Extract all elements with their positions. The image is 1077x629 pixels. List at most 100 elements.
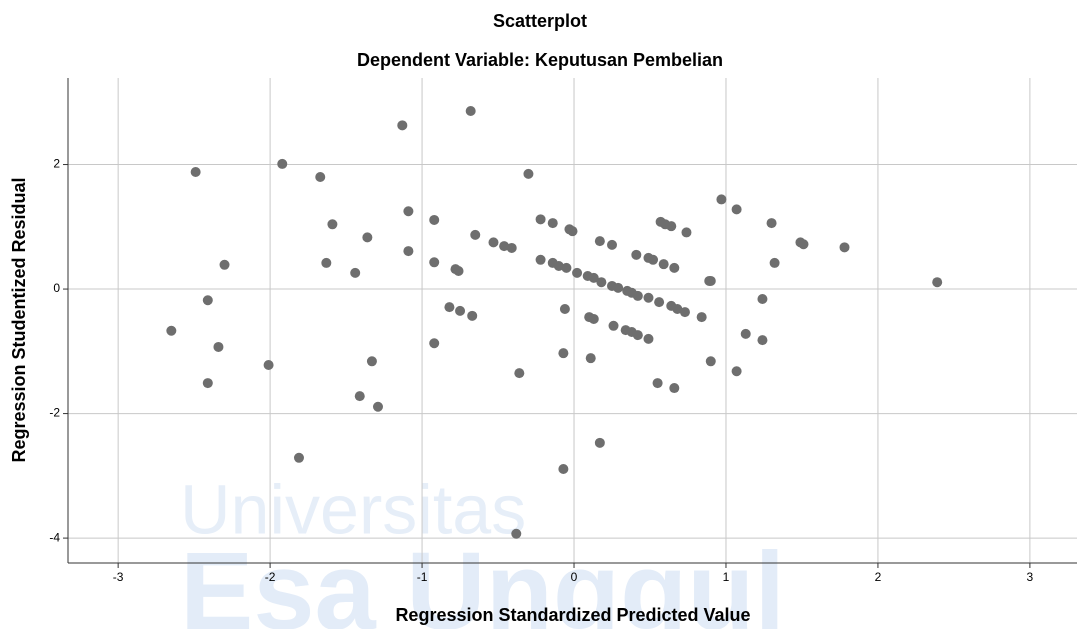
point: [654, 297, 665, 308]
watermark: Esa Unggul: [180, 530, 785, 629]
point: [643, 292, 654, 303]
y-tick-label: -2: [49, 406, 60, 420]
point: [631, 249, 642, 260]
point: [658, 259, 669, 270]
point: [731, 204, 742, 215]
point: [567, 226, 578, 237]
point: [553, 261, 564, 272]
point: [444, 302, 455, 313]
point: [798, 239, 809, 250]
point: [429, 214, 440, 225]
point: [740, 328, 751, 339]
point: [465, 105, 476, 116]
point: [669, 262, 680, 273]
point: [321, 257, 332, 268]
chart-subtitle: Dependent Variable: Keputusan Pembelian: [357, 50, 723, 70]
point: [652, 378, 663, 389]
point: [535, 254, 546, 265]
point: [731, 366, 742, 377]
y-axis-title: Regression Studentized Residual: [9, 177, 29, 462]
point: [705, 275, 716, 286]
point: [488, 237, 499, 248]
x-tick-label: -3: [113, 570, 124, 584]
point: [585, 353, 596, 364]
point: [547, 218, 558, 229]
y-tick-label: -4: [49, 530, 60, 544]
x-tick-label: 3: [1027, 570, 1034, 584]
point: [506, 242, 517, 253]
point: [366, 356, 377, 367]
point: [672, 303, 683, 314]
x-axis-title: Regression Standardized Predicted Value: [395, 605, 750, 625]
point: [705, 356, 716, 367]
x-tick-label: 0: [571, 570, 578, 584]
point: [632, 330, 643, 341]
point: [403, 206, 414, 217]
x-tick-label: 1: [723, 570, 730, 584]
point: [766, 218, 777, 229]
point: [429, 257, 440, 268]
point: [455, 305, 466, 316]
point: [608, 320, 619, 331]
x-tick-label: 2: [875, 570, 882, 584]
point: [613, 282, 624, 293]
point: [219, 259, 230, 270]
point: [429, 338, 440, 349]
point: [362, 232, 373, 243]
point: [559, 303, 570, 314]
point: [523, 168, 534, 179]
point: [669, 383, 680, 394]
point: [202, 295, 213, 306]
point: [632, 290, 643, 301]
point: [499, 241, 510, 252]
x-tick-label: -2: [265, 570, 276, 584]
y-tick-label: 0: [53, 281, 60, 295]
point: [679, 307, 690, 318]
point: [315, 171, 326, 182]
point: [467, 310, 478, 321]
point: [696, 312, 707, 323]
point: [327, 219, 338, 230]
point: [666, 221, 677, 232]
point: [572, 267, 583, 278]
point: [558, 348, 569, 359]
point: [453, 266, 464, 277]
point: [681, 227, 692, 238]
point: [514, 368, 525, 379]
point: [561, 262, 572, 273]
point: [757, 335, 768, 346]
point: [403, 246, 414, 257]
point: [757, 294, 768, 305]
point: [166, 325, 177, 336]
point: [558, 463, 569, 474]
point: [293, 452, 304, 463]
point: [354, 391, 365, 402]
point: [511, 528, 522, 539]
point: [588, 313, 599, 324]
point: [716, 194, 727, 205]
point: [213, 341, 224, 352]
y-tick-label: 2: [53, 157, 60, 171]
point: [648, 254, 659, 265]
point: [350, 267, 361, 278]
point: [277, 158, 288, 169]
point: [397, 120, 408, 131]
point: [594, 437, 605, 448]
chart-title: Scatterplot: [493, 11, 587, 31]
x-tick-label: -1: [417, 570, 428, 584]
point: [932, 277, 943, 288]
watermark: Universitas: [180, 470, 526, 548]
point: [202, 378, 213, 389]
point: [607, 239, 618, 250]
point: [769, 257, 780, 268]
point: [372, 401, 383, 412]
point: [588, 272, 599, 283]
point: [190, 167, 201, 178]
point: [594, 236, 605, 247]
point: [263, 360, 274, 371]
point: [643, 333, 654, 344]
point: [596, 277, 607, 288]
point: [839, 242, 850, 253]
point: [470, 229, 481, 240]
